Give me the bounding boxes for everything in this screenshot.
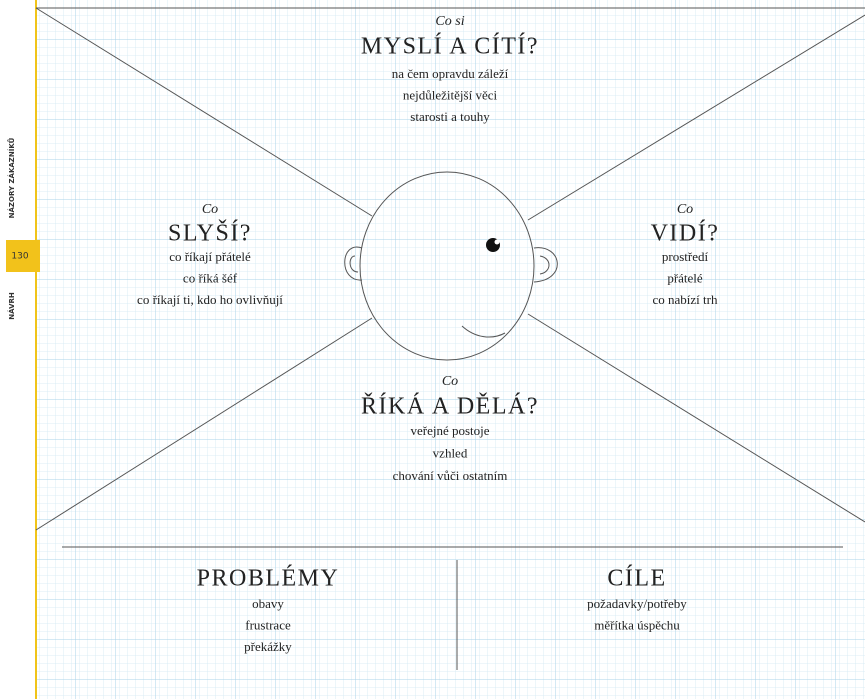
heading: SLYŠÍ? [168, 220, 252, 247]
item: nejdůležitější věci [403, 87, 498, 102]
item: veřejné postoje [410, 423, 489, 438]
grid [36, 0, 865, 699]
item: co nabízí trh [653, 292, 718, 307]
prefix: Co si [435, 14, 464, 29]
item: překážky [244, 639, 292, 654]
item: na čem opravdu záleží [392, 66, 509, 81]
heading: VIDÍ? [651, 221, 720, 247]
item: co říkají přátelé [169, 249, 251, 264]
texts: Co si MYSLÍ A CÍTÍ? na čem opravdu záleží n… [137, 14, 720, 654]
diagonals [35, 7, 865, 531]
item: obavy [252, 596, 284, 611]
prefix: Co [442, 374, 458, 389]
page-number: 130 [11, 252, 28, 262]
page-number-box [6, 240, 40, 272]
item: frustrace [245, 617, 291, 632]
heading: PROBLÉMY [197, 566, 340, 592]
item: přátelé [667, 270, 703, 285]
face [344, 171, 558, 361]
heading: ŘÍKÁ A DĚLÁ? [361, 394, 539, 420]
item: chování vůči ostatním [393, 468, 508, 483]
prefix: Co [202, 202, 218, 217]
item: starosti a touhy [410, 109, 490, 124]
item: vzhled [433, 445, 468, 460]
item: co říká šéf [183, 270, 238, 285]
item: požadavky/potřeby [587, 596, 687, 611]
item: prostředí [662, 249, 709, 264]
chapter-label: NÁVRH [7, 292, 16, 320]
heading: CÍLE [607, 566, 666, 592]
heading: MYSLÍ A CÍTÍ? [361, 34, 539, 60]
section-label: NÁZORY ZÁKAZNÍKŮ [7, 137, 16, 218]
item: měřítka úspěchu [594, 617, 680, 632]
prefix: Co [677, 202, 693, 217]
item: co říkají ti, kdo ho ovlivňují [137, 292, 283, 307]
